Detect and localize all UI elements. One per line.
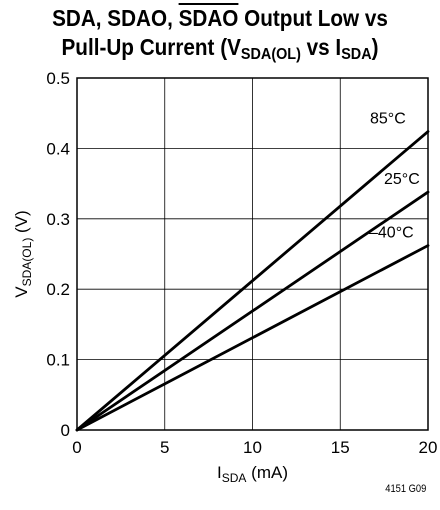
tick-labels: 0 5 10 15 20 0 0.1 0.2 0.3 0.4 0.5 <box>46 69 437 457</box>
x-axis-label: ISDA (mA) <box>217 463 288 485</box>
grid-lines <box>77 78 428 430</box>
y-tick-label: 0.1 <box>46 351 70 370</box>
overline-text: SDAO <box>178 5 239 31</box>
x-tick-label: 5 <box>160 438 169 457</box>
y-tick-label: 0.4 <box>46 139 70 158</box>
series-line <box>75 130 430 432</box>
series-lines <box>75 130 430 432</box>
plot-frame <box>76 77 429 431</box>
x-tick-label: 20 <box>419 438 438 457</box>
series-labels: 85°C 25°C –40°C <box>369 111 420 242</box>
x-tick-label: 15 <box>331 438 350 457</box>
y-tick-label: 0.5 <box>46 69 70 88</box>
chart-title-line-2: Pull-Up Current (VSDA(OL) vs ISDA) <box>61 34 379 63</box>
chart-title-line-1: SDA, SDAO, SDAO Output Low vs <box>52 5 388 31</box>
y-axis-label: VSDA(OL) (V) <box>12 210 34 297</box>
y-tick-label: 0.2 <box>46 280 70 299</box>
series-line <box>75 244 430 432</box>
series-label: 85°C <box>370 111 406 128</box>
series-line <box>75 190 430 432</box>
x-tick-label: 0 <box>72 438 81 457</box>
y-tick-label: 0 <box>61 421 70 440</box>
series-label: –40°C <box>369 225 414 242</box>
figure-number: 4151 G09 <box>384 483 426 495</box>
x-tick-label: 10 <box>243 438 262 457</box>
chart-title: SDA, SDAO, SDAO Output Low vs Pull-Up Cu… <box>22 4 418 63</box>
series-label: 25°C <box>384 171 420 188</box>
y-tick-label: 0.3 <box>46 210 70 229</box>
